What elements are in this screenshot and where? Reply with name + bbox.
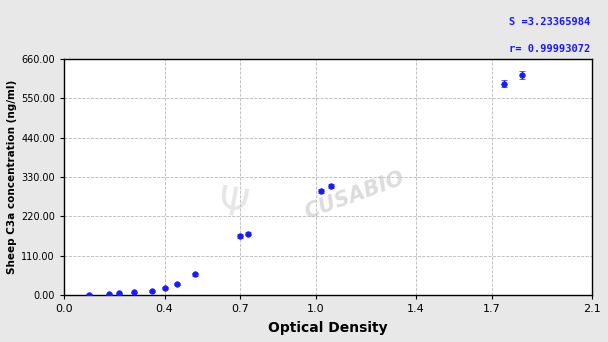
Text: r= 0.99993072: r= 0.99993072 xyxy=(508,44,590,54)
Y-axis label: Sheep C3a concentration (ng/ml): Sheep C3a concentration (ng/ml) xyxy=(7,80,17,274)
X-axis label: Optical Density: Optical Density xyxy=(268,321,388,335)
Text: CUSABIO: CUSABIO xyxy=(302,169,407,223)
Text: Ψ: Ψ xyxy=(215,184,251,227)
Text: S =3.23365984: S =3.23365984 xyxy=(508,17,590,27)
